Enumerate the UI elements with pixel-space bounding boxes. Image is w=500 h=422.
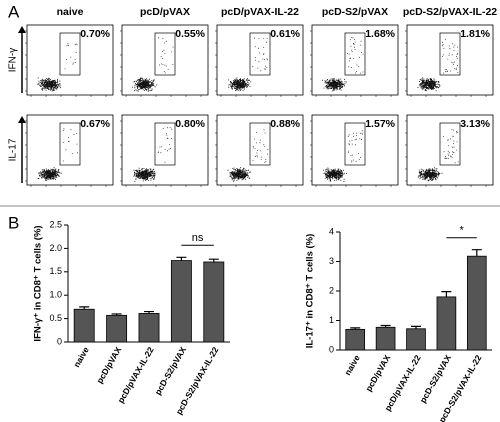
x-tick-label: pcD/pVAX-IL-22 [115,345,155,405]
x-tick-label: pcD-S2/pVAX [153,345,189,397]
flow-plot: 0.88% [215,114,304,187]
column-header: naive [57,6,84,18]
gate [59,32,81,76]
bar [203,261,225,343]
error-bar [380,324,391,328]
panel-label: A [8,2,20,21]
error-bar [411,325,421,329]
row-label: IL-17 [8,138,19,161]
flow-plot: 1.57% [310,114,399,187]
y-tick-label: 1 [329,315,334,325]
row-arrow-head [18,116,26,123]
x-tick-label: pcD/pVAX [363,353,392,393]
plot-frame [216,24,304,96]
significance-label: ns [192,232,204,244]
flow-plot: 0.67% [25,114,114,187]
flow-plot: 0.55% [120,24,209,97]
gate [344,122,366,166]
error-bar [144,310,154,314]
plot-frame [26,24,114,96]
bar [436,296,457,351]
flow-plot: 1.81% [405,24,494,97]
y-tick-label: 0.5 [49,313,62,323]
error-bar [208,258,219,262]
y-tick-label: 3 [329,256,334,266]
gate [249,32,271,76]
flow-plot: 0.61% [215,24,304,97]
gate [59,122,81,166]
bar [345,328,366,351]
significance-label: * [459,225,464,237]
events [37,43,78,92]
column-header: pcD/pVAX-IL-22 [221,6,299,18]
row-label: IFN-γ [8,48,19,72]
y-axis-label: IL-17⁺ in CD8⁺ T cells (%) [305,234,316,349]
panel-label: B [8,213,19,232]
y-tick-label: 1.5 [49,266,62,276]
bar [73,308,95,343]
gate-percentage: 0.70% [80,28,110,40]
y-tick-label: 0 [329,344,334,354]
gate-percentage: 1.68% [365,28,395,40]
error-bar [111,313,122,316]
events [132,37,174,92]
gate-percentage: 1.81% [460,28,490,40]
y-tick-label: 2.5 [49,219,62,229]
error-bar [471,249,482,257]
gate-percentage: 0.55% [175,28,205,40]
gate-percentage: 0.80% [175,118,205,130]
flow-plot: 1.68% [310,24,399,97]
gate-percentage: 1.57% [365,118,395,130]
gate [344,32,366,76]
bar [375,326,396,351]
bar [106,314,128,343]
error-bar [350,327,361,330]
bar [466,255,487,351]
bar [170,260,192,343]
y-axis-label: IFN-γ⁺ in CD8⁺ T cells (%) [33,225,44,341]
gate [154,32,176,76]
plot-frame [121,24,209,96]
bar [406,328,426,351]
x-tick-label: pcD-S2/pVAX [418,353,454,405]
events [321,37,364,92]
y-tick-label: 4 [329,226,334,236]
gate-percentage: 3.13% [460,118,490,130]
flow-plot: 0.80% [120,114,209,187]
row-arrow-head [18,26,26,33]
gate [154,122,176,166]
x-tick-label: naive [342,353,362,377]
flow-plot: 0.70% [25,24,114,97]
y-tick-label: 2.0 [49,243,62,253]
events [323,130,363,182]
gate-percentage: 0.61% [270,28,300,40]
gate [249,122,271,166]
gate-percentage: 0.88% [270,118,300,130]
gate [439,122,461,166]
column-header: pcD-S2/pVAX-IL-22 [403,6,497,18]
column-header: pcD-S2/pVAX [322,6,388,18]
gate-percentage: 0.67% [80,118,110,130]
y-tick-label: 0 [57,336,62,346]
events [133,127,173,182]
plot-frame [216,114,304,186]
events [37,128,78,181]
plot-frame [311,114,399,186]
gate [439,32,461,76]
events [228,37,268,91]
column-header: pcD/pVAX [140,6,190,18]
x-tick-label: naive [71,345,91,369]
error-bar [441,290,452,297]
error-bar [176,256,187,261]
bar [138,313,160,343]
y-tick-label: 2 [329,285,334,295]
y-tick-label: 1.0 [49,290,62,300]
error-bar [79,306,90,310]
flow-plot: 3.13% [405,114,494,187]
x-tick-label: pcD/pVAX [94,345,123,385]
